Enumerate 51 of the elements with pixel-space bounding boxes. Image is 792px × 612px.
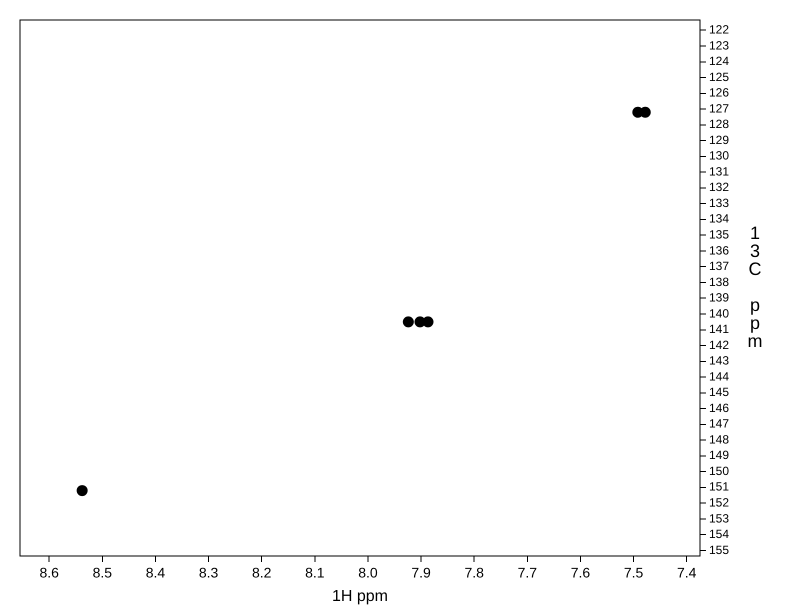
y-axis-title: 13C ppm: [748, 222, 762, 351]
y-tick-label: 138: [708, 274, 730, 289]
y-tick-label: 143: [708, 354, 730, 368]
point: [76, 485, 88, 496]
x-tick-label: 7.6: [570, 564, 590, 580]
y-tick-label: 141: [708, 322, 730, 336]
x-tick-label: 8.5: [92, 564, 112, 580]
x-tick-label: 8.1: [305, 564, 325, 580]
y-tick-label: 127: [708, 101, 730, 116]
y-tick-label: 123: [708, 38, 730, 52]
y-tick-label: 133: [708, 196, 730, 210]
x-tick-label: 8.2: [252, 564, 272, 580]
point: [402, 316, 414, 328]
x-tick-label: 7.4: [676, 564, 697, 580]
y-tick-label: 126: [708, 86, 730, 100]
y-tick-label: 129: [708, 132, 730, 147]
y-tick-label: 149: [708, 448, 730, 462]
y-tick-label: 155: [708, 542, 730, 557]
y-tick-label: 122: [708, 22, 730, 37]
y-tick-label: 130: [708, 148, 730, 163]
y-tick-label: 150: [708, 464, 730, 478]
x-tick-label: 8.6: [39, 564, 60, 580]
x-axis-title: 1H ppm: [332, 588, 388, 605]
y-tick-label: 146: [708, 400, 730, 415]
y-tick-label: 139: [708, 290, 730, 305]
y-tick-label: 131: [708, 164, 730, 178]
y-tick-label: 140: [708, 306, 730, 320]
y-tick-label: 137: [708, 259, 730, 274]
y-tick-label: 124: [708, 54, 730, 68]
y-tick-label: 136: [708, 243, 730, 258]
y-tick-label: 144: [708, 369, 730, 384]
x-tick-label: 7.9: [411, 564, 432, 580]
y-tick-label: 154: [708, 527, 730, 542]
y-tick-label: 128: [708, 117, 730, 132]
y-tick-label: 125: [708, 70, 730, 84]
y-tick-label: 147: [708, 416, 730, 431]
y-tick-label: 152: [708, 496, 730, 510]
x-tick-label: 7.5: [624, 564, 644, 580]
x-tick-label: 8.4: [146, 564, 166, 580]
x-tick-label: 7.8: [464, 564, 484, 580]
y-tick-label: 145: [708, 385, 730, 400]
y-tick-label: 135: [708, 228, 730, 242]
x-tick-label: 8.0: [358, 564, 378, 580]
y-tick-label: 134: [708, 212, 730, 226]
y-tick-label: 132: [708, 180, 730, 194]
y-tick-label: 153: [708, 511, 730, 526]
x-tick-label: 7.7: [518, 564, 538, 580]
y-tick-label: 142: [708, 338, 730, 352]
y-tick-label: 148: [708, 432, 730, 446]
y-tick-label: 151: [708, 480, 730, 494]
x-tick-label: 8.3: [198, 564, 219, 580]
